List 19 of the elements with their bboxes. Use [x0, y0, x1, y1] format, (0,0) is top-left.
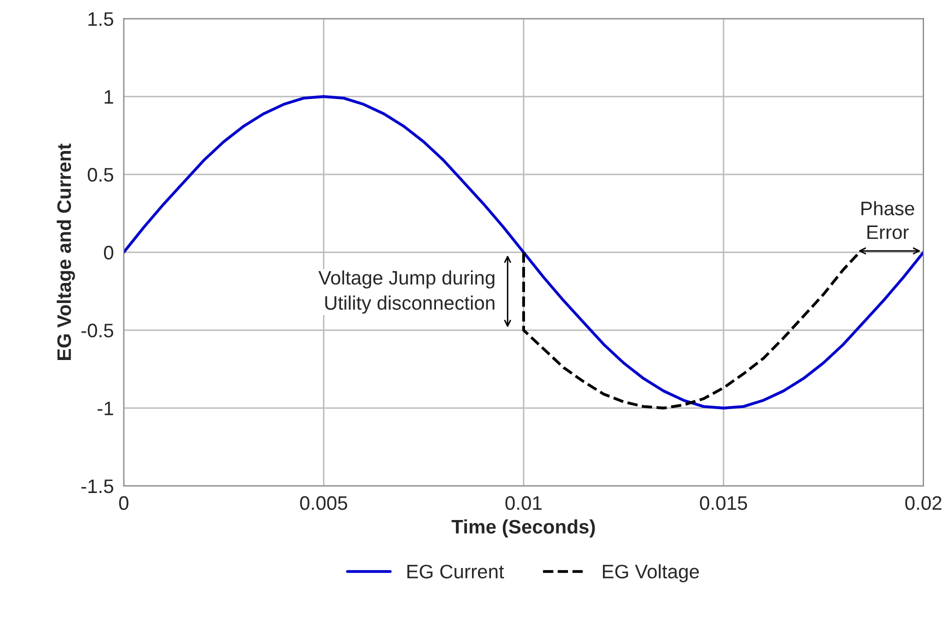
- x-axis-title: Time (Seconds): [452, 519, 595, 538]
- annotation: Phase Error: [861, 201, 914, 240]
- y-tick-label: -1.5: [81, 480, 114, 494]
- y-tick-label: 0: [104, 246, 114, 260]
- x-tick-label: 0.02: [905, 496, 942, 510]
- y-tick-label: -1: [98, 402, 114, 416]
- y-tick-label: -0.5: [81, 324, 114, 338]
- legend-label: EG Voltage: [602, 564, 699, 582]
- x-tick-label: 0: [119, 496, 128, 510]
- line-series: [124, 95, 924, 410]
- x-tick-label: 0.015: [700, 496, 748, 510]
- y-tick-label: 0.5: [88, 168, 114, 182]
- x-tick-label: 0.005: [300, 496, 348, 510]
- annotation: Voltage Jump during Utility disconnection: [318, 270, 494, 314]
- legend-label: EG Current: [407, 564, 504, 578]
- y-tick-label: 1.5: [88, 12, 114, 26]
- x-tick-label: 0.01: [505, 496, 542, 510]
- y-axis-title: EG Voltage and Current: [56, 144, 75, 360]
- y-tick-label: 1: [104, 90, 114, 104]
